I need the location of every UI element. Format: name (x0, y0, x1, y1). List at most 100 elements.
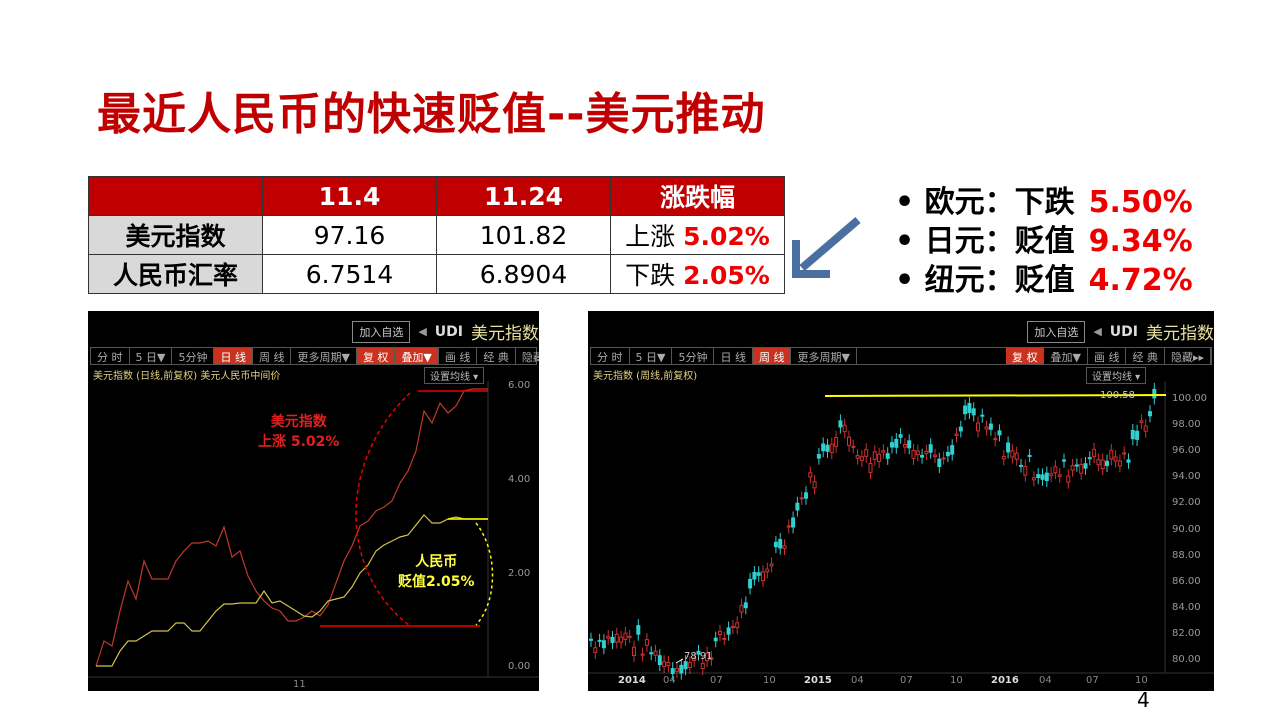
candle (1148, 411, 1152, 417)
percent: 5.02% (683, 222, 770, 251)
y-tick: 90.00 (1172, 523, 1201, 535)
candle (967, 403, 972, 413)
cell: 上涨 5.02% (610, 215, 785, 255)
candle (700, 662, 705, 669)
slide-title: 最近人民币的快速贬值--美元推动 (97, 89, 766, 140)
adjust-button[interactable]: 复 权 (1005, 348, 1045, 364)
candle (705, 652, 710, 662)
add-watchlist-button[interactable]: 加入自选 (352, 320, 411, 343)
candle (812, 481, 817, 489)
left-chart-plot (88, 381, 539, 678)
tab-intraday[interactable]: 分 时 (591, 348, 630, 364)
candle (915, 450, 920, 456)
ma-settings-button[interactable]: 设置均线 ▾ (424, 367, 485, 384)
candle (1066, 475, 1071, 483)
y-tick: 100.00 (1172, 393, 1207, 404)
draw-button[interactable]: 画 线 (439, 348, 478, 364)
tab-weekly[interactable]: 周 线 (752, 348, 792, 364)
candle (1122, 452, 1127, 455)
tab-more[interactable]: 更多周期▼ (291, 348, 357, 364)
candle (838, 420, 843, 428)
row-label: 美元指数 (88, 215, 263, 255)
cell: 6.7514 (262, 254, 437, 294)
candle (907, 440, 912, 449)
hide-button[interactable]: 隐藏▸▸ (516, 348, 539, 364)
candle (885, 453, 890, 459)
candle (941, 457, 946, 460)
candle (894, 438, 899, 448)
classic-button[interactable]: 经 典 (1126, 348, 1165, 364)
tab-weekly[interactable]: 周 线 (253, 348, 292, 364)
candle (653, 650, 658, 656)
candle (657, 655, 662, 666)
period-tabs: 分 时 5 日▼ 5分钟 日 线 周 线 更多周期▼ 复 权 叠加▼ 画 线 经… (590, 347, 1212, 365)
candle (1130, 430, 1135, 440)
overlay-button[interactable]: 叠加▼ (395, 348, 439, 364)
ma-settings-button[interactable]: 设置均线 ▾ (1086, 367, 1147, 384)
candle (614, 633, 619, 643)
bullet-item: • 纽元：贬值 4.72% (895, 263, 1193, 298)
classic-button[interactable]: 经 典 (477, 348, 516, 364)
candle (683, 661, 688, 670)
candle (722, 637, 727, 640)
candle (825, 444, 830, 452)
tab-more[interactable]: 更多周期▼ (791, 348, 857, 364)
candle (670, 668, 675, 675)
header-cell (88, 176, 263, 216)
draw-button[interactable]: 画 线 (1088, 348, 1127, 364)
candle (1126, 459, 1131, 463)
header-cell: 11.4 (262, 176, 437, 216)
tab-5min[interactable]: 5分钟 (672, 348, 715, 364)
tab-daily[interactable]: 日 线 (714, 348, 753, 364)
tab-5min[interactable]: 5分钟 (172, 348, 215, 364)
ticker-name: 美元指数 (471, 324, 539, 344)
candle (872, 451, 877, 460)
candle (786, 525, 791, 528)
adjust-button[interactable]: 复 权 (356, 348, 396, 364)
candle (597, 639, 602, 642)
ann-line: 美元指数 (270, 414, 327, 430)
candle (829, 443, 834, 454)
tab-5day[interactable]: 5 日▼ (130, 348, 173, 364)
candle (799, 497, 804, 500)
candle (984, 426, 989, 430)
candle (1053, 466, 1058, 474)
candle (1113, 456, 1118, 462)
x-tick: 11 (293, 679, 306, 690)
candle (795, 502, 800, 511)
candle (1117, 460, 1122, 467)
candle (1070, 465, 1075, 471)
x-tick: 10 (950, 675, 963, 686)
candle (709, 657, 714, 660)
tab-daily[interactable]: 日 线 (214, 348, 253, 364)
bullet-label: 欧元：下跌 (924, 185, 1075, 220)
candle (1143, 425, 1148, 432)
candle (1036, 474, 1041, 479)
overlay-button[interactable]: 叠加▼ (1044, 348, 1088, 364)
candle (864, 449, 869, 457)
chart-subtitle: 美元指数 (日线,前复权) 美元人民币中间价 (93, 371, 281, 382)
candle (748, 578, 753, 589)
bullet-value: 4.72% (1088, 263, 1193, 298)
candle (679, 664, 684, 674)
tab-intraday[interactable]: 分 时 (91, 348, 130, 364)
y-tick: 98.00 (1172, 419, 1201, 431)
candle (1100, 459, 1105, 470)
candle (627, 635, 632, 638)
bullet-item: • 欧元：下跌 5.50% (895, 185, 1193, 220)
y-tick: 86.00 (1172, 575, 1201, 587)
candle (1092, 448, 1097, 458)
add-watchlist-button[interactable]: 加入自选 (1027, 320, 1086, 343)
currency-bullets: • 欧元：下跌 5.50% • 日元：贬值 9.34% • 纽元：贬值 4.72% (895, 183, 1193, 300)
candle (816, 454, 821, 459)
y-tick: 80.00 (1172, 654, 1201, 665)
tab-5day[interactable]: 5 日▼ (630, 348, 673, 364)
right-topbar: 加入自选 ◀ UDI 美元指数 (1027, 319, 1214, 344)
candle (1010, 450, 1015, 458)
candle (1031, 477, 1036, 481)
x-tick: 07 (710, 675, 723, 686)
period-tabs: 分 时 5 日▼ 5分钟 日 线 周 线 更多周期▼ 复 权 叠加▼ 画 线 经… (90, 347, 539, 365)
candle (1062, 459, 1066, 462)
candle (726, 627, 731, 635)
hide-button[interactable]: 隐藏▸▸ (1165, 348, 1211, 364)
